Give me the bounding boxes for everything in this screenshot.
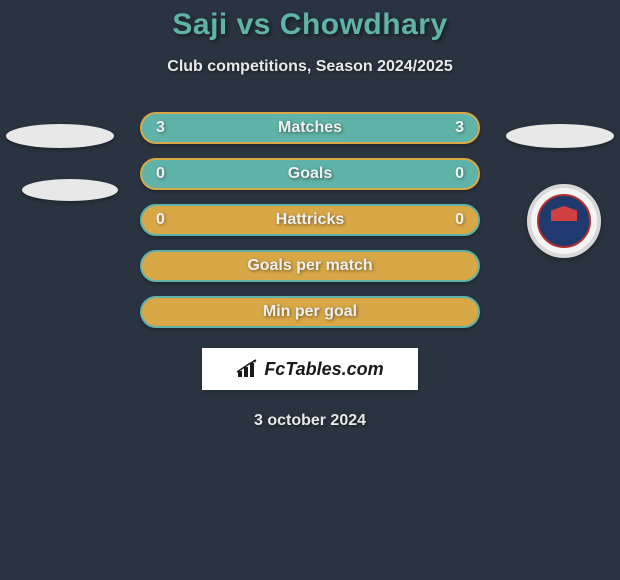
- stat-right-value: 0: [442, 165, 464, 183]
- date-label: 3 october 2024: [254, 412, 366, 430]
- page-title: Saji vs Chowdhary: [172, 8, 447, 42]
- stat-row-goals: 0 Goals 0: [140, 158, 480, 190]
- player-right-avatar-1: [506, 124, 614, 148]
- player-left-avatar-1: [6, 124, 114, 148]
- stat-right-value: 0: [442, 211, 464, 229]
- shield-icon: [551, 206, 577, 236]
- stat-row-matches: 3 Matches 3: [140, 112, 480, 144]
- stat-right-value: 3: [442, 119, 464, 137]
- stat-left-value: 0: [156, 211, 178, 229]
- stat-label: Goals: [288, 165, 332, 183]
- club-badge-right: [527, 184, 601, 258]
- stat-left-value: 0: [156, 165, 178, 183]
- comparison-card: Saji vs Chowdhary Club competitions, Sea…: [0, 0, 620, 430]
- stat-left-value: 3: [156, 119, 178, 137]
- stat-row-hattricks: 0 Hattricks 0: [140, 204, 480, 236]
- stat-row-goals-per-match: Goals per match: [140, 250, 480, 282]
- stat-label: Min per goal: [263, 303, 357, 321]
- subtitle: Club competitions, Season 2024/2025: [167, 58, 452, 76]
- branding-text: FcTables.com: [264, 359, 383, 380]
- club-badge-inner: [537, 194, 591, 248]
- stat-label: Goals per match: [247, 257, 372, 275]
- branding-banner[interactable]: FcTables.com: [202, 348, 418, 390]
- stat-label: Hattricks: [276, 211, 344, 229]
- stat-label: Matches: [278, 119, 342, 137]
- stat-row-min-per-goal: Min per goal: [140, 296, 480, 328]
- bar-chart-icon: [236, 359, 260, 379]
- player-left-avatar-2: [22, 179, 118, 201]
